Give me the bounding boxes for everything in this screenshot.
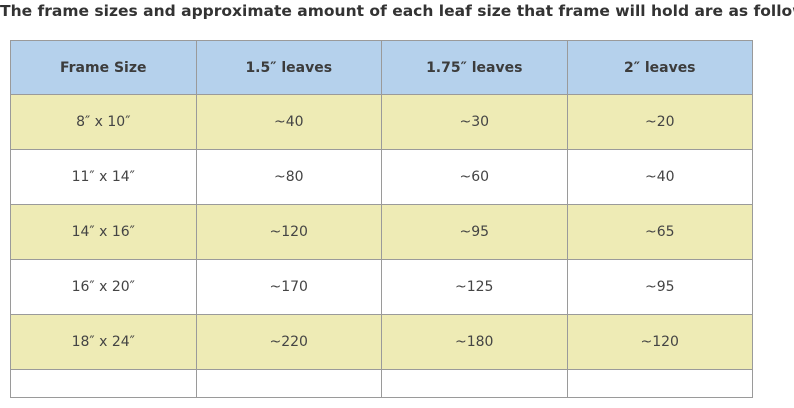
table-row: 8″ x 10″ ~40 ~30 ~20 xyxy=(10,94,753,150)
empty-cell xyxy=(381,369,568,398)
cell-2-leaves: ~40 xyxy=(566,149,753,205)
cell-1-75-leaves: ~125 xyxy=(381,259,568,315)
empty-cell xyxy=(566,369,753,398)
cell-2-leaves: ~120 xyxy=(566,314,753,370)
table-row: 11″ x 14″ ~80 ~60 ~40 xyxy=(10,149,753,205)
cell-1-75-leaves: ~60 xyxy=(381,149,568,205)
cell-1-75-leaves: ~180 xyxy=(381,314,568,370)
cell-frame-size: 11″ x 14″ xyxy=(10,149,197,205)
cell-1-75-leaves: ~30 xyxy=(381,94,568,150)
empty-cell xyxy=(10,369,197,398)
cell-1-75-leaves: ~95 xyxy=(381,204,568,260)
cell-2-leaves: ~65 xyxy=(566,204,753,260)
header-1-75-leaves: 1.75″ leaves xyxy=(381,40,568,95)
cell-1-5-leaves: ~40 xyxy=(195,94,382,150)
cell-2-leaves: ~20 xyxy=(566,94,753,150)
table-row-empty xyxy=(10,369,753,398)
cell-1-5-leaves: ~80 xyxy=(195,149,382,205)
header-1-5-leaves: 1.5″ leaves xyxy=(195,40,382,95)
cell-frame-size: 16″ x 20″ xyxy=(10,259,197,315)
cell-frame-size: 8″ x 10″ xyxy=(10,94,197,150)
empty-cell xyxy=(195,369,382,398)
intro-text: The frame sizes and approximate amount o… xyxy=(0,2,794,20)
cell-1-5-leaves: ~220 xyxy=(195,314,382,370)
leaf-capacity-table: Frame Size 1.5″ leaves 1.75″ leaves 2″ l… xyxy=(10,40,753,398)
cell-frame-size: 18″ x 24″ xyxy=(10,314,197,370)
cell-2-leaves: ~95 xyxy=(566,259,753,315)
header-2-leaves: 2″ leaves xyxy=(566,40,753,95)
table-header-row: Frame Size 1.5″ leaves 1.75″ leaves 2″ l… xyxy=(10,40,753,95)
cell-1-5-leaves: ~170 xyxy=(195,259,382,315)
table-row: 16″ x 20″ ~170 ~125 ~95 xyxy=(10,259,753,315)
table-row: 14″ x 16″ ~120 ~95 ~65 xyxy=(10,204,753,260)
header-frame-size: Frame Size xyxy=(10,40,197,95)
frame-size-table: Frame Size 1.5″ leaves 1.75″ leaves 2″ l… xyxy=(10,40,753,398)
cell-1-5-leaves: ~120 xyxy=(195,204,382,260)
cell-frame-size: 14″ x 16″ xyxy=(10,204,197,260)
table-row: 18″ x 24″ ~220 ~180 ~120 xyxy=(10,314,753,370)
